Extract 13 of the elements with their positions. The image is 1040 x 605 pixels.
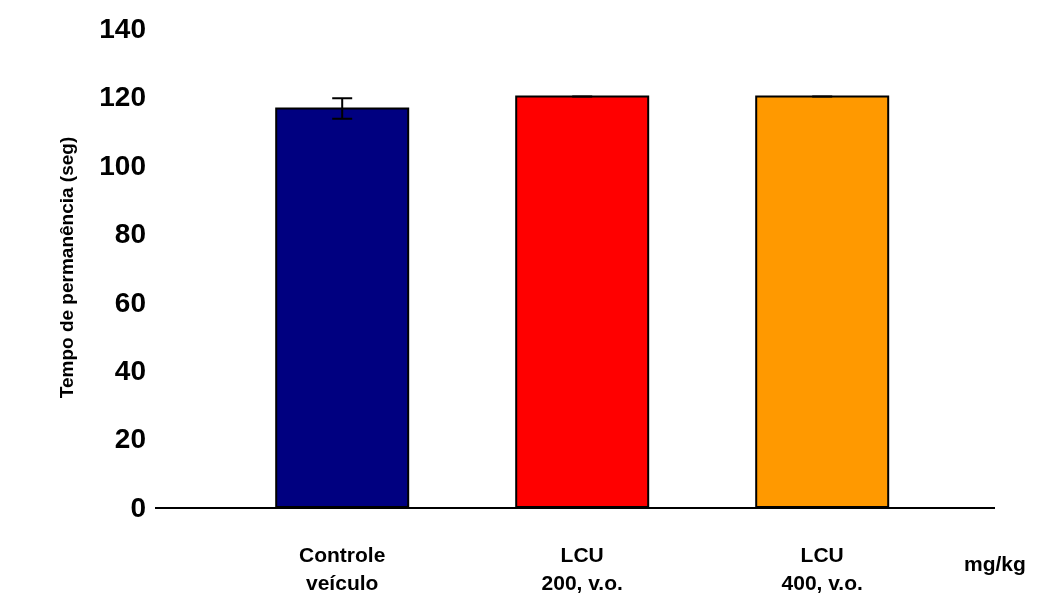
y-tick-label: 120 xyxy=(99,81,146,113)
y-tick-label: 20 xyxy=(114,423,146,455)
text: mg/kg xyxy=(964,552,1026,575)
y-axis-title: Tempo de permanência (seg) xyxy=(56,136,78,399)
x-tick-label: LCU 200, v.o. xyxy=(541,543,623,594)
x-tick-label: LCU 400, v.o. xyxy=(781,543,863,594)
y-tick-label: 0 xyxy=(130,491,146,523)
y-tick-label: 80 xyxy=(114,218,146,250)
x-tick-label: Controle veículo xyxy=(299,543,386,594)
y-tick-label: 140 xyxy=(99,12,146,44)
y-tick-label: 40 xyxy=(114,354,146,386)
y-tick-label: 60 xyxy=(114,286,146,318)
y-tick-label: 100 xyxy=(99,149,146,181)
